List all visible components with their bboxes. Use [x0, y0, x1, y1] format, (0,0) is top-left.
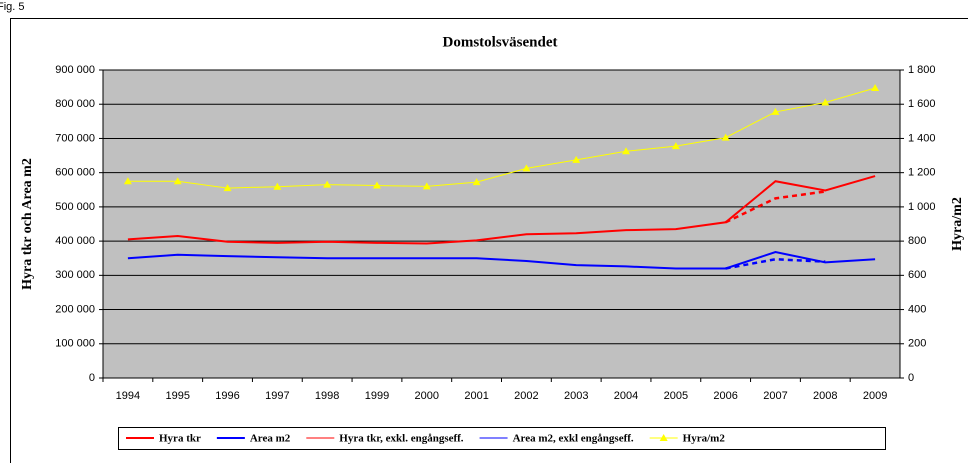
x-tick-label: 1999	[365, 390, 389, 402]
point-marker	[472, 178, 481, 186]
point-marker	[372, 181, 381, 189]
series-line	[127, 87, 876, 189]
y2-tick-label: 200	[908, 338, 926, 350]
legend-marker	[659, 434, 668, 441]
point-marker	[223, 184, 232, 192]
point-marker	[572, 155, 581, 163]
y2-tick-label: 800	[908, 235, 926, 247]
legend-label: Area m2, exkl engångseff.	[513, 433, 634, 445]
y2-tick-label: 1 600	[908, 98, 936, 110]
y-tick-label: 500 000	[55, 201, 95, 213]
x-tick-label: 2007	[763, 390, 787, 402]
x-tick-label: 2002	[514, 390, 538, 402]
y2-tick-label: 1 800	[908, 64, 936, 76]
legend-label: Hyra tkr	[159, 433, 201, 445]
y-tick-label: 300 000	[55, 269, 95, 281]
y-tick-label: 200 000	[55, 303, 95, 315]
point-marker	[821, 98, 830, 106]
point-marker	[323, 180, 332, 188]
y2-tick-label: 600	[908, 269, 926, 281]
point-marker	[273, 182, 282, 190]
series-line	[725, 190, 826, 224]
y2-axis-title: Hyra/m2	[950, 197, 965, 251]
x-tick-label: 2004	[614, 390, 638, 402]
legend-label: Hyra tkr, exkl. engångseff.	[339, 433, 464, 445]
y-tick-label: 0	[89, 372, 95, 384]
point-marker	[422, 182, 431, 190]
y2-tick-label: 1 400	[908, 132, 936, 144]
point-marker	[721, 133, 730, 141]
point-marker	[522, 164, 531, 172]
x-tick-label: 1995	[165, 390, 189, 402]
x-tick-label: 1996	[215, 390, 239, 402]
legend-label: Hyra/m2	[683, 433, 726, 445]
x-tick-label: 2000	[415, 390, 439, 402]
x-tick-label: 2008	[813, 390, 837, 402]
point-marker	[671, 142, 680, 150]
y2-tick-label: 1 000	[908, 201, 936, 213]
plot-area	[102, 69, 901, 379]
point-marker	[771, 107, 780, 115]
point-marker	[123, 177, 132, 185]
x-tick-label: 1998	[315, 390, 339, 402]
x-tick-label: 2001	[464, 390, 488, 402]
series-line	[127, 175, 876, 245]
x-tick-label: 2006	[713, 390, 737, 402]
y-axis-title: Hyra tkr och Area m2	[20, 158, 35, 290]
y-tick-label: 800 000	[55, 98, 95, 110]
caption: Fig. 5	[0, 1, 25, 13]
y-tick-label: 700 000	[55, 132, 95, 144]
y2-tick-label: 0	[908, 372, 914, 384]
y-tick-label: 900 000	[55, 64, 95, 76]
x-tick-label: 1994	[116, 390, 140, 402]
point-marker	[622, 147, 631, 155]
x-tick-label: 2009	[863, 390, 887, 402]
y2-tick-label: 1 200	[908, 167, 936, 179]
series-line	[725, 257, 826, 270]
x-tick-label: 2005	[664, 390, 688, 402]
chart-title: Domstolsväsendet	[443, 34, 558, 50]
y-tick-label: 100 000	[55, 338, 95, 350]
y2-tick-label: 400	[908, 303, 926, 315]
x-tick-label: 1997	[265, 390, 289, 402]
point-marker	[871, 83, 880, 91]
legend-label: Area m2	[250, 433, 291, 445]
series-line	[127, 251, 876, 270]
y-tick-label: 600 000	[55, 167, 95, 179]
y-tick-label: 400 000	[55, 235, 95, 247]
x-tick-label: 2003	[564, 390, 588, 402]
point-marker	[173, 177, 182, 185]
